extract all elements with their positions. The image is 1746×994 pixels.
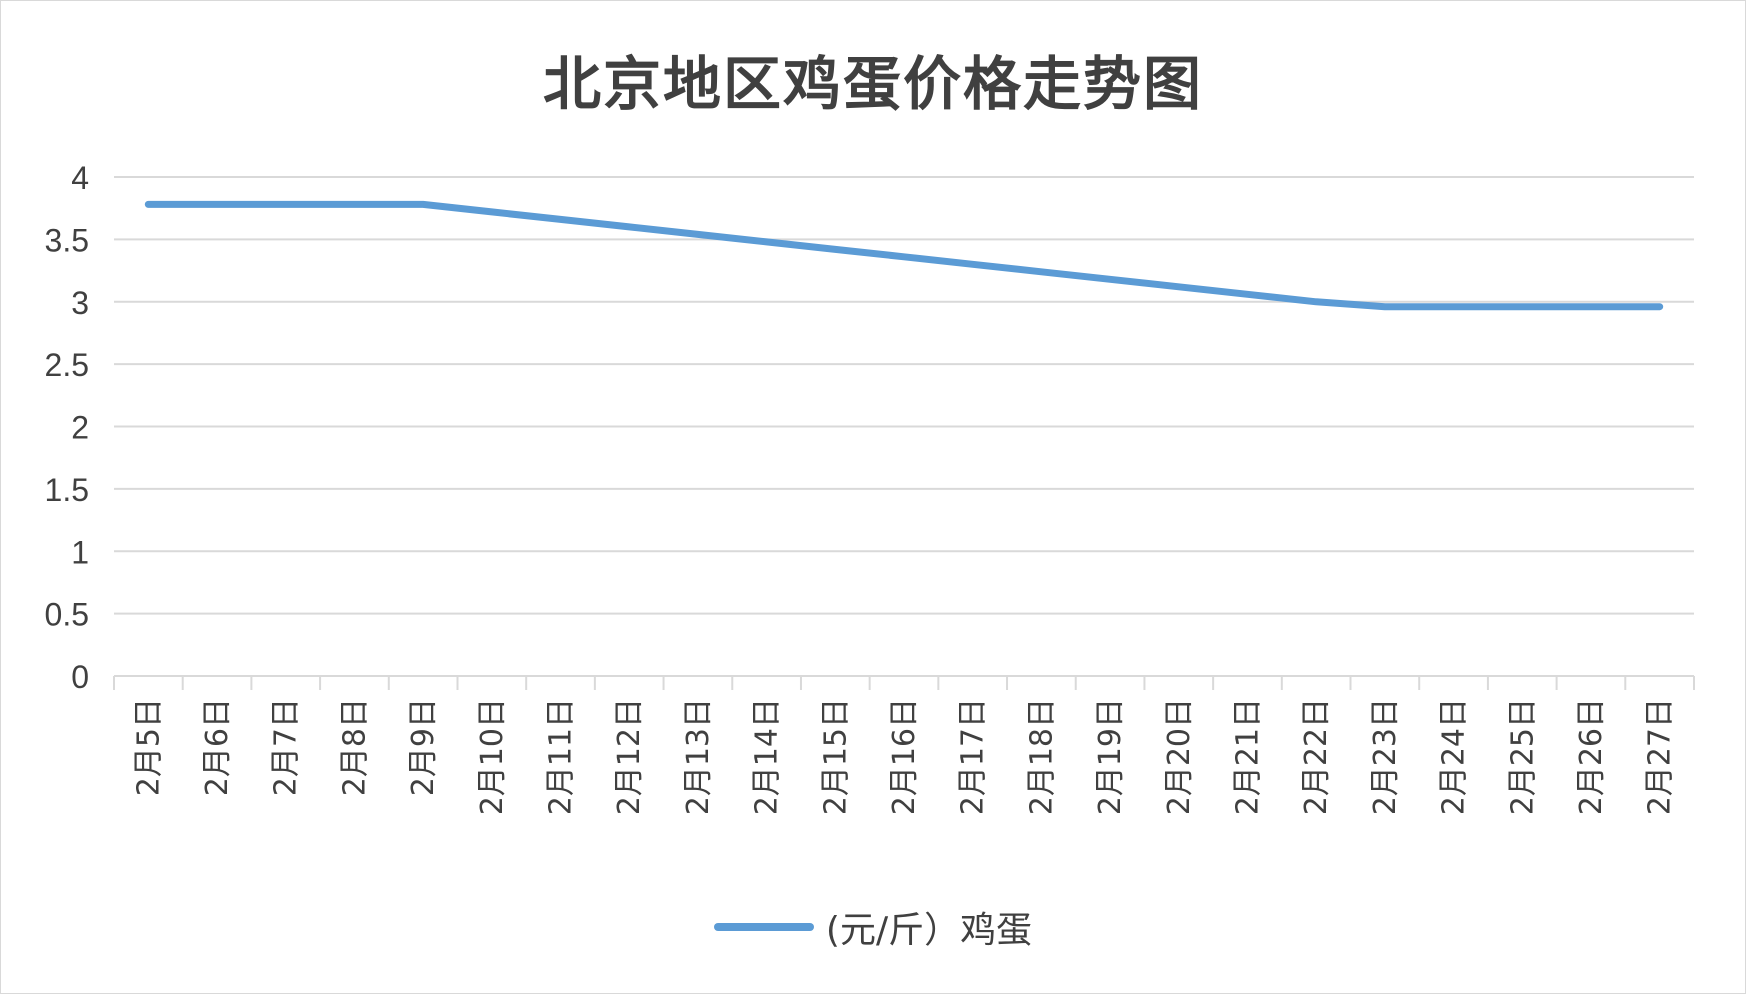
- y-tick-label: 2.5: [45, 347, 89, 383]
- x-tick-label: 2月19日: [1093, 698, 1128, 815]
- y-tick-label: 0.5: [45, 597, 89, 633]
- x-tick-label: 2月27日: [1643, 698, 1678, 815]
- y-tick-label: 1: [71, 534, 89, 570]
- x-tick-label: 2月22日: [1299, 698, 1334, 815]
- x-tick-label: 2月18日: [1024, 698, 1059, 815]
- x-tick-label: 2月13日: [681, 698, 716, 815]
- x-tick-label: 2月20日: [1162, 698, 1197, 815]
- y-tick-label: 4: [71, 160, 89, 196]
- legend-swatch: [713, 923, 814, 931]
- legend: (元/斤）鸡蛋: [1, 901, 1745, 953]
- y-tick-label: 0: [71, 659, 89, 695]
- x-tick-label: 2月10日: [475, 698, 510, 815]
- x-tick-label: 2月24日: [1437, 698, 1472, 815]
- series-line: [144, 200, 1664, 311]
- chart-title: 北京地区鸡蛋价格走势图: [542, 50, 1203, 118]
- x-tick-label: 2月7日: [269, 698, 304, 796]
- x-tick-label: 2月6日: [200, 698, 235, 796]
- x-tick-label: 2月26日: [1574, 698, 1609, 815]
- x-tick-label: 2月8日: [337, 698, 372, 796]
- x-tick-label: 2月23日: [1368, 698, 1403, 815]
- x-tick-label: 2月16日: [887, 698, 922, 815]
- x-tick-label: 2月25日: [1505, 698, 1540, 815]
- x-tick-label: 2月21日: [1230, 698, 1265, 815]
- y-tick-label: 2: [71, 410, 89, 446]
- x-tick-label: 2月14日: [750, 698, 785, 815]
- x-tick-label: 2月9日: [406, 698, 441, 796]
- x-tick-label: 2月17日: [956, 698, 991, 815]
- y-tick-label: 1.5: [45, 472, 89, 508]
- x-tick-label: 2月11日: [544, 698, 579, 815]
- x-tick-label: 2月15日: [818, 698, 853, 815]
- y-tick-label: 3: [71, 285, 89, 321]
- legend-label: (元/斤）鸡蛋: [825, 910, 1033, 951]
- x-tick-label: 2月5日: [131, 698, 166, 796]
- y-tick-label: 3.5: [45, 222, 89, 258]
- x-tick-label: 2月12日: [612, 698, 647, 815]
